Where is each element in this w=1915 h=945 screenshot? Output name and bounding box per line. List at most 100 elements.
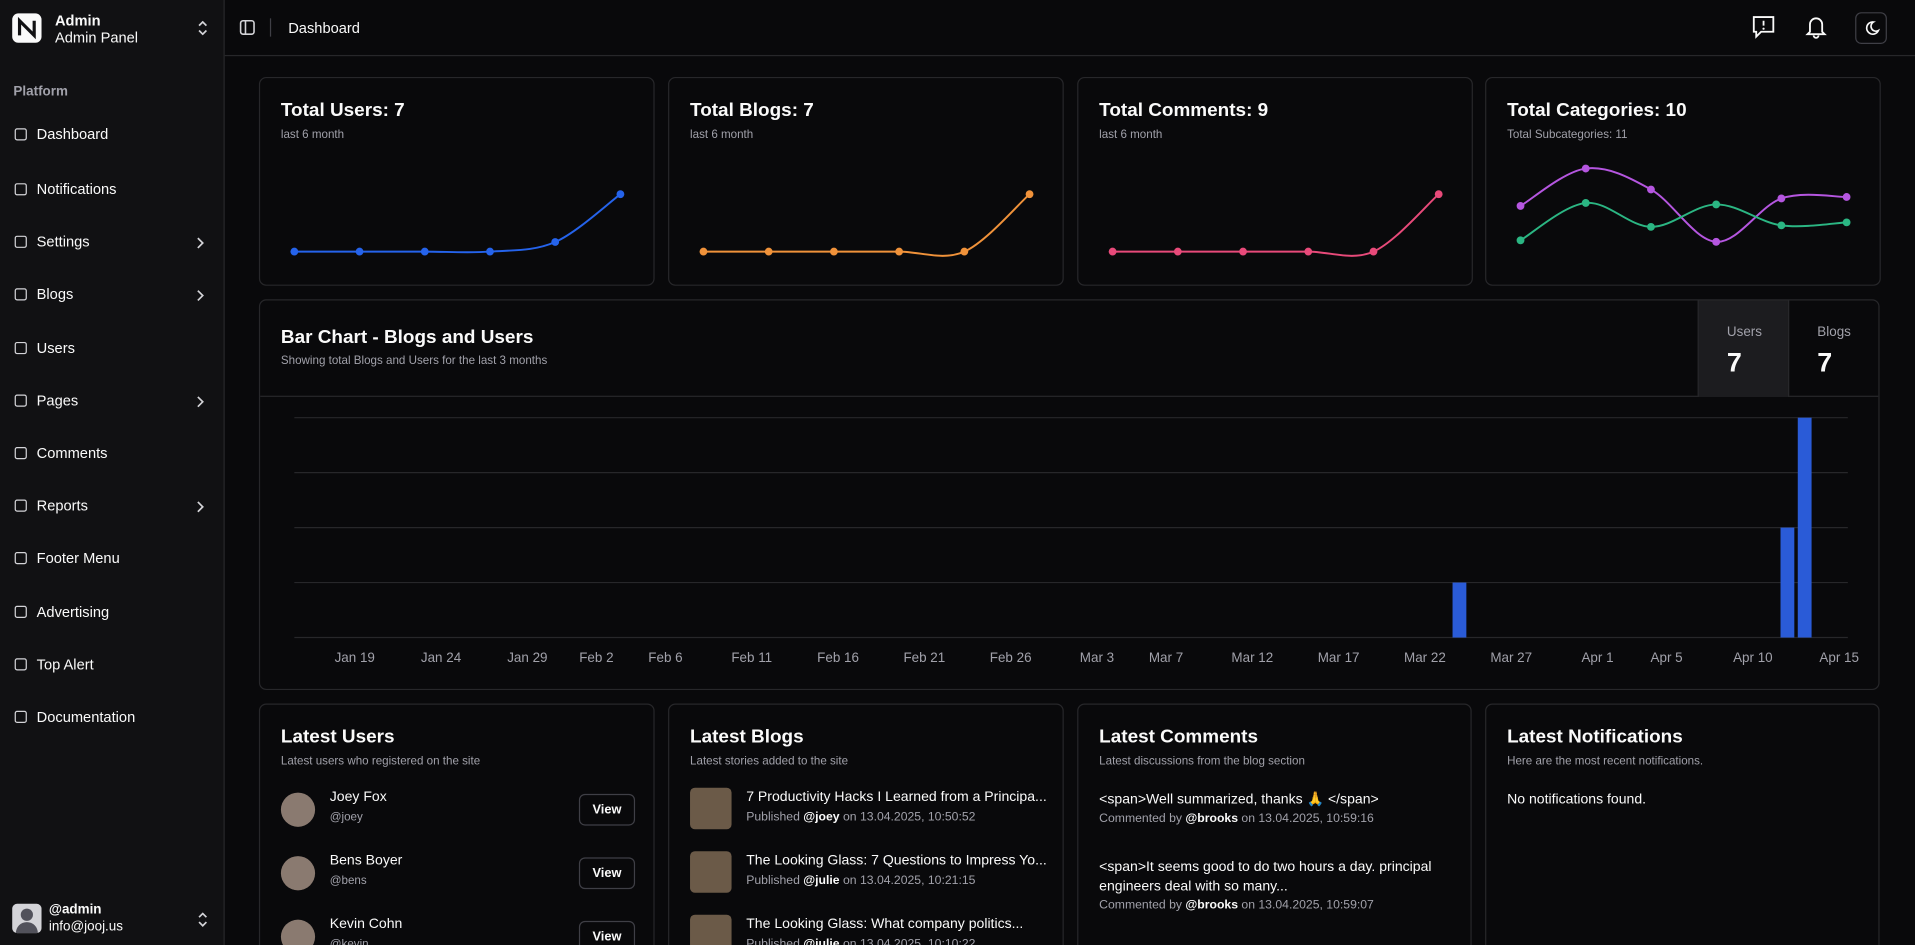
tab-label: Blogs (1817, 324, 1851, 340)
empty-state: No notifications found. (1507, 792, 1647, 808)
nav-label: Advertising (36, 602, 110, 620)
brand-subtitle: Admin Panel (54, 29, 139, 47)
brand[interactable]: Admin Admin Panel (12, 10, 214, 47)
chevron-path (197, 396, 204, 408)
view-button[interactable]: View (578, 793, 636, 826)
x-tick-label: Apr 1 (1581, 650, 1613, 665)
point (1842, 193, 1851, 201)
user-name: Joey Fox (329, 790, 387, 805)
point (895, 247, 904, 256)
tab-value: 7 (1726, 346, 1742, 378)
card-title: Total Categories: 10 (1507, 100, 1687, 121)
meta-author: @julie (803, 874, 840, 888)
user-avatar (280, 856, 316, 891)
comment-meta: Commented by @brooks on 13.04.2025, 10:5… (1099, 899, 1453, 912)
meta-date: on 13.04.2025, 10:21:15 (843, 874, 976, 888)
chevron-path (198, 912, 208, 927)
line (1520, 201, 1847, 242)
feedback-button[interactable] (1751, 15, 1775, 39)
comment-meta: Commented by @brooks on 13.04.2025, 10:5… (1099, 812, 1453, 825)
view-button[interactable]: View (578, 857, 636, 890)
nav-item[interactable]: Documentation (0, 699, 223, 736)
card-title: Total Blogs: 7 (690, 100, 814, 121)
point (1842, 218, 1851, 227)
meta-verb: Published (746, 874, 800, 888)
nav-item[interactable]: Settings (0, 224, 223, 261)
nav-item[interactable]: Top Alert (0, 646, 223, 683)
bar (1797, 417, 1812, 638)
meta-date: on 13.04.2025, 10:50:52 (843, 810, 976, 825)
nav-item[interactable]: Users (0, 329, 223, 366)
meta-date: on 13.04.2025, 10:59:16 (1241, 812, 1374, 826)
line (294, 193, 621, 254)
card-subtitle: Total Subcategories: 11 (1507, 128, 1628, 142)
section-label: Platform (13, 84, 68, 99)
card-subtitle: Showing total Blogs and Users for the la… (280, 354, 548, 368)
nav-item[interactable]: Blogs (0, 276, 223, 313)
blog-thumbnail (690, 787, 732, 830)
card-subtitle: Latest users who registered on the site (280, 754, 481, 769)
latest-users-card: Latest Users Latest users who registered … (258, 703, 655, 945)
x-tick-label: Feb 16 (817, 650, 859, 665)
brand-title: Admin (54, 12, 101, 30)
latest-notifications-card: Latest Notifications Here are the most re… (1485, 703, 1880, 945)
nav-item[interactable]: Comments (0, 435, 223, 472)
chevron-path (198, 20, 208, 36)
chart-tab[interactable]: Blogs 7 (1787, 300, 1878, 397)
chevron-path (197, 237, 204, 249)
sparkline (1516, 164, 1851, 246)
meta-date: on 13.04.2025, 10:59:07 (1241, 898, 1374, 913)
divider (260, 395, 1879, 397)
blog-title: The Looking Glass: 7 Questions to Impres… (746, 853, 1047, 869)
view-button[interactable]: View (578, 920, 636, 945)
blog-row[interactable]: 7 Productivity Hacks I Learned from a Pr… (690, 787, 1047, 847)
point (1108, 247, 1117, 256)
point (1777, 221, 1786, 230)
breadcrumb: Dashboard (288, 19, 360, 37)
point (764, 247, 773, 256)
point (355, 247, 364, 256)
blog-title: The Looking Glass: What company politics… (746, 917, 1024, 932)
user-email: info@jooj.us (48, 919, 123, 935)
card-title: Latest Users (280, 726, 395, 748)
user-avatar (280, 919, 316, 945)
card-subtitle: Latest discussions from the blog section (1099, 754, 1305, 769)
chevron (198, 20, 208, 36)
point (699, 247, 708, 256)
x-tick-label: Mar 7 (1149, 650, 1183, 665)
card-subtitle: last 6 month (280, 128, 345, 142)
nav-item[interactable]: Footer Menu (0, 540, 223, 577)
nav-item[interactable]: Advertising (0, 593, 223, 630)
nav-label: Comments (36, 444, 108, 462)
nav-label: Reports (36, 497, 88, 515)
nav-item[interactable]: Dashboard (0, 116, 223, 153)
meta-date: on 13.04.2025, 10:10:22 (843, 937, 976, 945)
stat-card: Total Comments: 9 last 6 month (1077, 76, 1473, 286)
nav-item[interactable]: Notifications (0, 171, 223, 208)
stat-card: Total Blogs: 7 last 6 month (668, 76, 1064, 286)
chevron (197, 290, 204, 302)
theme-toggle[interactable] (1855, 12, 1887, 44)
notifications-button[interactable] (1804, 15, 1828, 39)
x-tick-label: Mar 22 (1404, 650, 1446, 665)
point (1581, 164, 1590, 173)
nav-item[interactable]: Pages (0, 382, 223, 419)
sidebar-toggle[interactable] (239, 19, 256, 37)
user-menu[interactable]: @admin info@jooj.us (12, 901, 214, 938)
blog-row[interactable]: The Looking Glass: What company politics… (690, 914, 1044, 945)
chart-tab[interactable]: Users 7 (1697, 300, 1790, 397)
nav-label: Settings (36, 233, 90, 251)
x-tick-label: Feb 26 (990, 650, 1032, 665)
nav-icon (14, 183, 27, 196)
comment: <span>It seems good to do two hours a da… (1099, 857, 1453, 913)
nav-icon (14, 235, 27, 249)
point (1304, 247, 1313, 256)
card-title: Latest Blogs (690, 726, 804, 748)
blog-meta: Published @joey on 13.04.2025, 10:50:52 (746, 811, 975, 824)
point (1025, 190, 1034, 199)
nav-item[interactable]: Reports (0, 488, 223, 525)
avatar-head (20, 908, 33, 921)
blog-row[interactable]: The Looking Glass: 7 Questions to Impres… (690, 851, 1047, 910)
nav-label: Notifications (36, 180, 117, 198)
user-handle: @joey (329, 810, 363, 825)
